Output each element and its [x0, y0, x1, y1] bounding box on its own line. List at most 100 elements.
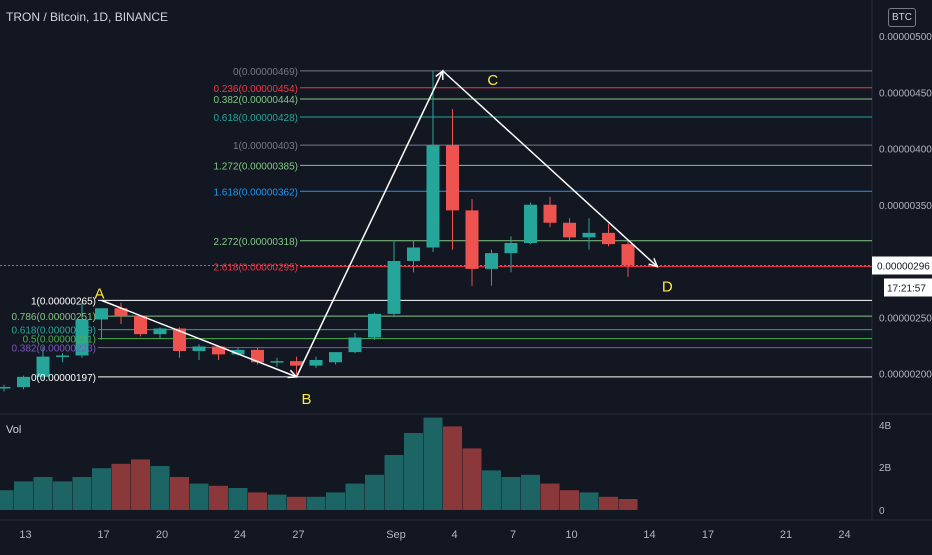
time-tick-label: 21: [780, 529, 792, 541]
fib-ab-level-label: 0.786(0.00000251): [11, 312, 96, 323]
abcd-leg-line: [295, 70, 444, 378]
candle-body: [485, 253, 498, 269]
candle-body: [231, 349, 245, 355]
time-tick-label: 24: [234, 529, 246, 541]
candle-body: [426, 145, 440, 248]
volume-bar: [14, 481, 33, 510]
volume-tick-label: 2B: [879, 463, 892, 474]
time-tick-label: 14: [643, 529, 655, 541]
volume-bar: [209, 485, 228, 510]
time-tick-label: 27: [292, 529, 304, 541]
abcd-point-label: D: [662, 279, 673, 296]
volume-bar: [384, 455, 404, 510]
candle-body: [602, 232, 615, 245]
time-tick-label: 10: [565, 529, 577, 541]
candle-body: [504, 243, 518, 254]
symbol-title: TRON / Bitcoin, 1D, BINANCE: [6, 10, 169, 24]
volume-bar: [443, 426, 462, 510]
candle-body: [582, 232, 596, 238]
fib-ab-level-label: 0(0.00000197): [31, 373, 96, 384]
time-tick-label: Sep: [386, 529, 406, 541]
candle-body: [563, 222, 576, 238]
fib-ab-level-label: 0.5(0.00000231): [23, 335, 96, 346]
volume-bar: [423, 417, 443, 510]
volume-bar: [482, 470, 501, 510]
volume-bar: [111, 463, 131, 510]
last-price-badge: [872, 256, 932, 275]
candle-body: [543, 204, 557, 223]
fib-cd-level-label: 0.236(0.00000454): [213, 84, 298, 95]
price-tick-label: 0.00000400: [879, 145, 932, 156]
countdown-badge: [884, 278, 932, 297]
candle-body: [348, 337, 362, 353]
abcd-point-label: A: [94, 285, 104, 302]
candle-body: [134, 316, 147, 335]
time-tick-label: 24: [838, 529, 850, 541]
abcd-arrowhead: [648, 257, 659, 268]
candle-body: [524, 204, 537, 243]
candle-body: [95, 308, 108, 320]
fib-cd-level-label: 1(0.00000403): [233, 141, 298, 152]
fib-ab-level-label: 1(0.00000265): [31, 296, 96, 307]
price-tick-label: 0.00000500: [879, 32, 932, 43]
fib-cd-level-label: 0.618(0.00000428): [213, 113, 298, 124]
candle-body: [290, 361, 303, 366]
candle-body: [329, 352, 342, 363]
abcd-leg-line: [442, 70, 658, 268]
time-tick-label: 17: [702, 529, 714, 541]
fib-ab-level-label: 0.382(0.00000223): [11, 344, 96, 355]
fib-cd-level-label: 0.382(0.00000444): [213, 95, 298, 106]
volume-bar: [189, 483, 209, 510]
abcd-leg-line: [101, 299, 297, 378]
volume-bar: [560, 490, 579, 510]
volume-bar: [131, 459, 150, 510]
price-tick-label: 0.00000200: [879, 370, 932, 381]
volume-bar: [0, 490, 14, 510]
volume-bar: [599, 496, 618, 510]
price-tick-label: 0.00000450: [879, 88, 932, 99]
currency-badge[interactable]: BTC: [888, 8, 916, 27]
candle-body: [309, 360, 323, 366]
abcd-point-label: C: [487, 72, 498, 89]
candle-body: [153, 328, 167, 335]
volume-tick-label: 4B: [879, 421, 892, 432]
volume-bar: [306, 496, 326, 510]
candle-body: [17, 376, 30, 387]
candle-body: [387, 261, 401, 314]
volume-pane-label: Vol: [6, 424, 22, 436]
volume-bar: [72, 477, 92, 510]
volume-bar: [267, 494, 287, 510]
volume-bar: [248, 492, 267, 510]
volume-bar: [521, 474, 540, 510]
fib-cd-level-label: 0(0.00000469): [233, 67, 298, 78]
volume-bar: [365, 474, 384, 510]
candle-body: [446, 145, 459, 211]
volume-bar: [228, 488, 248, 510]
volume-bar: [33, 477, 53, 510]
candle-body: [114, 308, 128, 317]
fib-cd-level-label: 1.272(0.00000385): [213, 161, 298, 172]
candle-body: [0, 387, 11, 389]
time-tick-label: 13: [19, 529, 31, 541]
candle-body: [75, 319, 89, 356]
volume-bar: [618, 499, 638, 510]
price-tick-label: 0.00000250: [879, 313, 932, 324]
volume-bar: [579, 492, 599, 510]
candle-body: [192, 346, 206, 351]
candle-body: [173, 328, 186, 351]
candle-body: [212, 346, 225, 355]
volume-bar: [345, 483, 365, 510]
time-tick-label: 17: [97, 529, 109, 541]
volume-bar: [462, 448, 482, 510]
time-tick-label: 7: [510, 529, 516, 541]
candle-body: [270, 361, 284, 363]
volume-tick-label: 0: [879, 506, 885, 517]
volume-bar: [150, 466, 170, 510]
candle-body: [56, 355, 69, 357]
candle-body: [368, 313, 381, 338]
volume-bar: [53, 481, 72, 510]
volume-bar: [287, 496, 306, 510]
candle-body: [465, 210, 479, 269]
